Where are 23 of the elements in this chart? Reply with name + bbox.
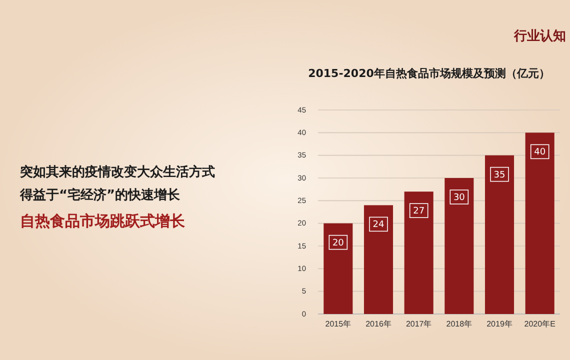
bar <box>364 205 394 314</box>
x-tick-label: 2017年 <box>406 320 432 329</box>
x-tick-label: 2016年 <box>366 320 392 329</box>
data-label: 24 <box>372 220 384 230</box>
text: 自热食品市场跳跃式增长 <box>20 212 186 230</box>
bar <box>484 155 514 314</box>
text: 行业认知 <box>513 29 566 44</box>
x-tick-label: 2018年 <box>446 320 472 329</box>
data-label: 30 <box>453 193 466 203</box>
x-tick-label: 2015年 <box>325 320 352 329</box>
data-label: 35 <box>494 170 506 180</box>
bar <box>324 223 353 314</box>
x-tick-label: 2019年 <box>486 320 512 329</box>
bar <box>444 178 474 314</box>
chart-title: 2015-2020年自热食品市场规模及预测（亿元） <box>308 67 550 80</box>
text: 突如其来的疫情改变大众生活方式 <box>19 164 215 180</box>
data-label: 40 <box>534 148 546 158</box>
text: 得益于“宅经济”的快速增长 <box>19 187 182 203</box>
data-label: 27 <box>413 206 425 217</box>
x-tick-label: 2020年E <box>524 320 556 329</box>
data-label: 20 <box>332 238 344 248</box>
bar <box>525 132 554 314</box>
bar <box>404 192 434 314</box>
